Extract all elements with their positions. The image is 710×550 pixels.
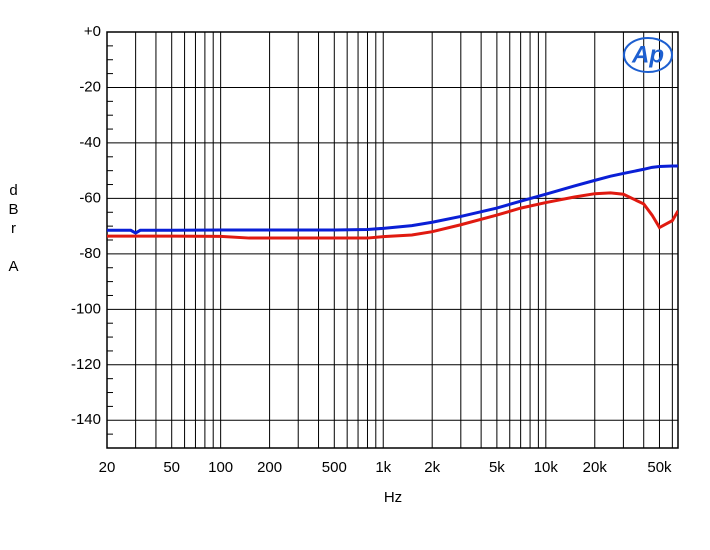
x-tick-label: 1k: [375, 459, 391, 476]
logo-ring: [623, 37, 673, 73]
x-tick-label: 100: [208, 459, 233, 476]
y-axis-label: dBr A: [5, 182, 22, 277]
y-tick-label: -140: [71, 411, 101, 428]
x-tick-label: 20: [99, 459, 116, 476]
y-tick-label: -40: [79, 134, 101, 151]
y-tick-label: -80: [79, 245, 101, 262]
y-tick-label: -120: [71, 356, 101, 373]
x-axis-label: Hz: [384, 489, 402, 506]
x-tick-label: 50k: [647, 459, 672, 476]
plot-background: [107, 32, 678, 448]
x-tick-label: 20k: [583, 459, 608, 476]
series-line: [107, 164, 678, 235]
x-tick-label: 200: [257, 459, 282, 476]
x-tick-label: 2k: [424, 459, 440, 476]
x-tick-label: 10k: [534, 459, 559, 476]
y-tick-label: -60: [79, 189, 101, 206]
plot-frame: [106, 31, 679, 449]
x-tick-label: 5k: [489, 459, 505, 476]
y-tick-label: -20: [79, 78, 101, 95]
x-tick-label: 50: [163, 459, 180, 476]
logo: Ap: [631, 41, 664, 68]
y-tick-label: -100: [71, 300, 101, 317]
series-line: [107, 191, 678, 240]
x-tick-label: 500: [322, 459, 347, 476]
y-tick-label: +0: [84, 23, 101, 40]
